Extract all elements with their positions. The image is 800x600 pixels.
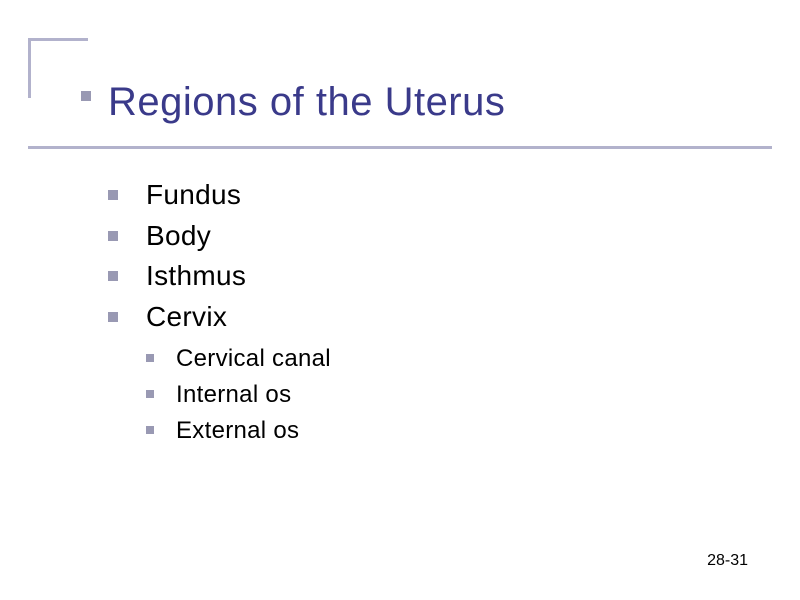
list-item: Cervical canal [146, 341, 708, 377]
slide-title: Regions of the Uterus [108, 80, 505, 125]
list-item: Fundus [108, 175, 708, 216]
slide-content: Fundus Body Isthmus Cervix Cervical cana… [108, 175, 708, 449]
accent-horizontal-bar [28, 38, 88, 41]
list-item: Body [108, 216, 708, 257]
list-item-label: Fundus [146, 179, 241, 210]
bullet-list-level-1: Fundus Body Isthmus Cervix Cervical cana… [108, 175, 708, 449]
list-item-label: Cervical canal [176, 345, 331, 372]
list-item-label: Isthmus [146, 260, 246, 291]
page-number: 28-31 [707, 552, 748, 570]
list-item: Internal os [146, 377, 708, 413]
list-item: External os [146, 413, 708, 449]
list-item-label: External os [176, 417, 299, 444]
list-item: Cervix Cervical canal Internal os Extern… [108, 297, 708, 450]
list-item-label: Cervix [146, 301, 227, 332]
list-item-label: Body [146, 220, 211, 251]
bullet-list-level-2: Cervical canal Internal os External os [146, 341, 708, 449]
slide: Regions of the Uterus Fundus Body Isthmu… [0, 0, 800, 600]
list-item-label: Internal os [176, 381, 291, 408]
list-item: Isthmus [108, 256, 708, 297]
accent-vertical-bar [28, 38, 31, 98]
accent-square [81, 91, 91, 101]
title-underline [28, 146, 772, 149]
